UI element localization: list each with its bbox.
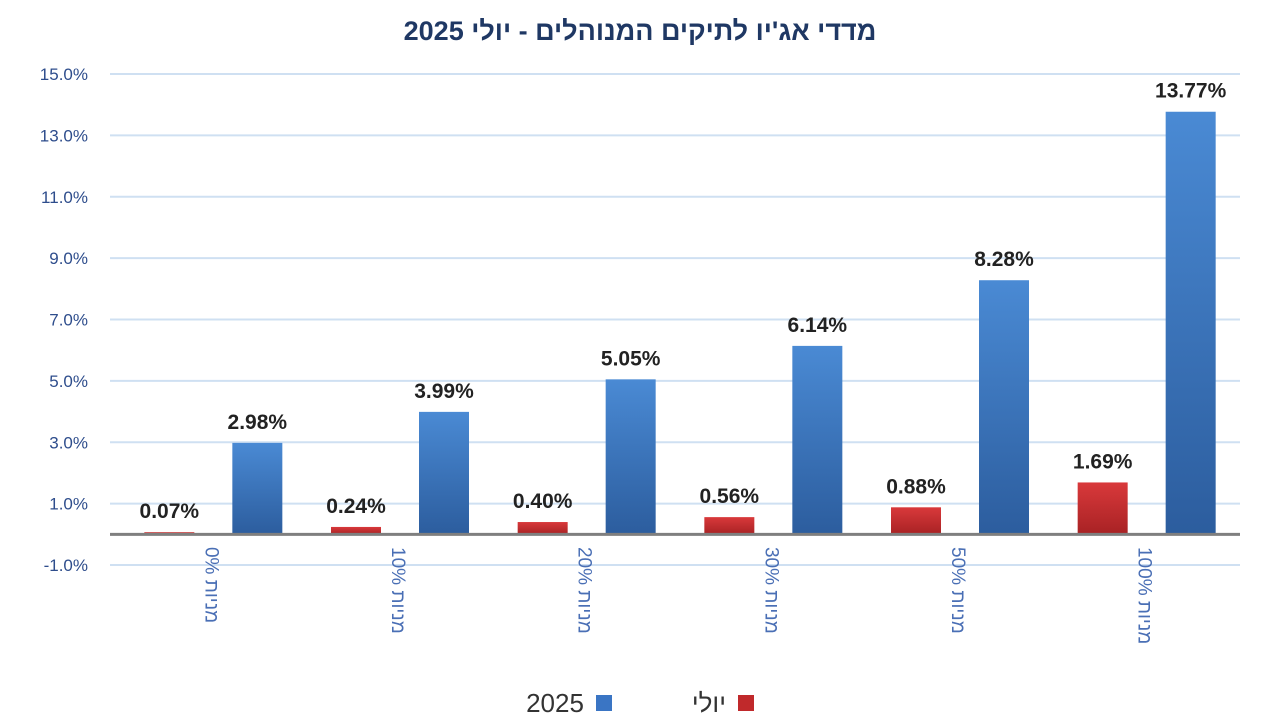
category-label-4: 50% מניות: [947, 547, 968, 634]
bar-2025-1: [419, 411, 469, 535]
bar-2025-3: [792, 345, 843, 535]
data-label-2025-3: 6.14%: [788, 314, 848, 337]
bar-2025-0: [232, 442, 283, 535]
bar-july-3: [704, 517, 755, 535]
category-label-2: 20% מניות: [574, 547, 595, 634]
legend-label-2025: 2025: [526, 687, 584, 718]
legend: יולי 2025: [0, 686, 1280, 720]
data-label-july-1: 0.24%: [326, 495, 386, 518]
legend-swatch-2025: [595, 695, 612, 711]
y-tick-label: 13.0%: [40, 126, 88, 145]
gridlines: [110, 73, 1240, 566]
y-tick-label: -1.0%: [44, 556, 88, 575]
y-tick-label: 1.0%: [49, 495, 88, 514]
data-label-july-3: 0.56%: [700, 485, 760, 508]
data-label-2025-2: 5.05%: [601, 347, 661, 370]
category-labels: 0% מניות 10% מניות 20% מניות 30% מניות 50% מ…: [200, 547, 1154, 644]
bar-july-2: [517, 522, 568, 535]
y-tick-label: 15.0%: [40, 65, 88, 84]
category-label-0: 0% מניות: [200, 547, 221, 623]
y-tick-label: 11.0%: [41, 188, 88, 207]
category-label-1: 10% מניות: [387, 547, 408, 634]
chart-title: מדדי אג'יו לתיקים המנוהלים - יולי 2025: [403, 16, 877, 46]
data-label-2025-5: 13.77%: [1155, 80, 1227, 103]
data-label-2025-1: 3.99%: [414, 380, 474, 403]
bars: [144, 111, 1216, 535]
data-label-july-0: 0.07%: [140, 500, 200, 523]
bar-2025-2: [605, 379, 656, 535]
y-tick-label: 7.0%: [49, 311, 88, 330]
data-labels: 0.07% 0.24% 0.40% 0.56% 0.88% 1.69% 2.98% 3.99%…: [140, 80, 1227, 523]
legend-label-july: יולי: [691, 687, 726, 718]
bar-2025-4: [979, 280, 1029, 535]
legend-item-2025: 2025: [526, 688, 612, 719]
bar-july-4: [891, 507, 941, 535]
data-label-july-2: 0.40%: [513, 490, 573, 513]
data-label-2025-4: 8.28%: [974, 248, 1034, 271]
data-label-july-5: 1.69%: [1073, 450, 1133, 473]
y-axis-tick-labels: 15.0% 13.0% 11.0% 9.0% 7.0% 5.0% 3.0% 1.0% -1.0%: [40, 65, 88, 575]
legend-swatch-july: [737, 695, 754, 711]
bar-july-1: [331, 526, 381, 535]
bar-2025-5: [1165, 111, 1216, 535]
legend-item-july: יולי: [692, 688, 754, 719]
y-tick-label: 9.0%: [49, 249, 88, 268]
y-tick-label: 3.0%: [49, 433, 88, 452]
y-tick-label: 5.0%: [49, 372, 88, 391]
category-label-3: 30% מניות: [760, 547, 781, 634]
category-label-5: 100% מניות: [1134, 547, 1155, 644]
bar-july-5: [1077, 482, 1128, 535]
data-label-july-4: 0.88%: [886, 475, 946, 498]
data-label-2025-0: 2.98%: [228, 411, 288, 434]
